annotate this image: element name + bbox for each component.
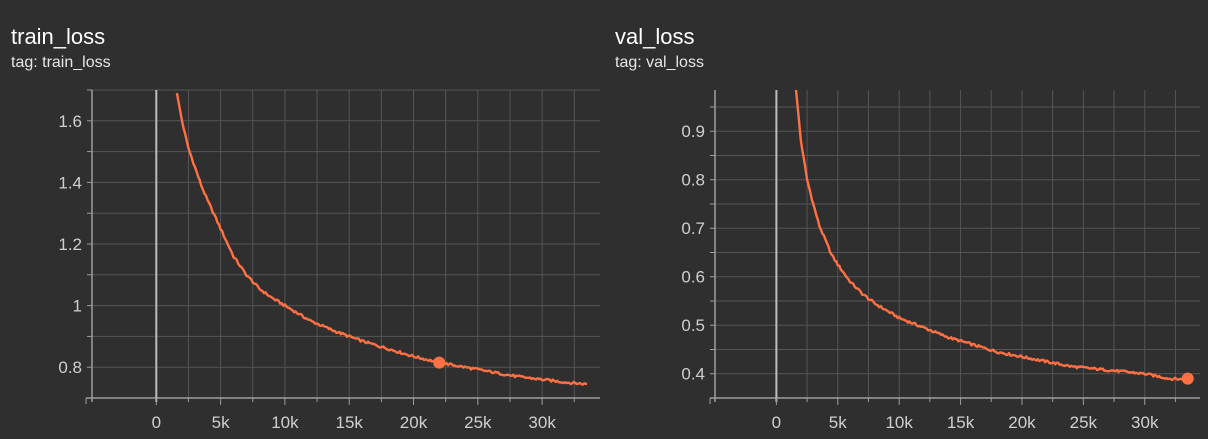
- x-tick-label: 10k: [885, 413, 913, 432]
- y-tick-label: 1: [73, 297, 82, 316]
- x-tick-label: 20k: [400, 413, 428, 432]
- y-tick-label: 0.8: [681, 171, 705, 190]
- x-tick-label: 30k: [528, 413, 556, 432]
- x-tick-label: 15k: [947, 413, 975, 432]
- highlight-point-marker: [1181, 372, 1194, 385]
- y-tick-label: 0.9: [681, 122, 705, 141]
- chart-panel-train-loss: train_loss tag: train_loss 0 5k 10k 15k 20k 2…: [11, 24, 600, 432]
- y-tick-label: 1.2: [58, 235, 82, 254]
- train-loss-chart: 0 5k 10k 15k 20k 25k 30k 0.8 1 1.2 1.4 1.6: [58, 89, 600, 432]
- y-tick-label: 0.4: [681, 365, 705, 384]
- x-tick-label: 5k: [829, 413, 847, 432]
- series-line: [794, 89, 1189, 382]
- x-tick-label: 30k: [1131, 413, 1159, 432]
- highlight-point-marker: [433, 356, 446, 369]
- y-tick-label: 0.5: [681, 316, 705, 335]
- y-tick-label: 0.6: [681, 268, 705, 287]
- x-tick-label: 15k: [336, 413, 364, 432]
- chart-tag: tag: train_loss: [11, 54, 111, 71]
- series-line: [175, 92, 588, 386]
- chart-tag: tag: val_loss: [615, 54, 704, 71]
- x-tick-label: 0: [772, 413, 781, 432]
- x-tick-label: 25k: [1070, 413, 1098, 432]
- y-tick-label: 0.7: [681, 219, 705, 238]
- y-tick-label: 0.8: [58, 358, 82, 377]
- x-tick-label: 20k: [1008, 413, 1036, 432]
- y-tick-label: 1.6: [58, 112, 82, 131]
- chart-title: val_loss: [615, 24, 695, 49]
- y-tick-label: 1.4: [58, 173, 82, 192]
- x-tick-label: 25k: [464, 413, 492, 432]
- chart-panel-val-loss: val_loss tag: val_loss 0 5k 10k 15k 20k 25k 30…: [604, 0, 1208, 439]
- x-tick-label: 10k: [271, 413, 299, 432]
- x-tick-label: 0: [152, 413, 161, 432]
- x-tick-label: 5k: [212, 413, 230, 432]
- chart-title: train_loss: [11, 24, 106, 49]
- val-loss-chart: 0 5k 10k 15k 20k 25k 30k 0.4 0.5 0.6 0.7 0.8 0.9: [681, 89, 1200, 432]
